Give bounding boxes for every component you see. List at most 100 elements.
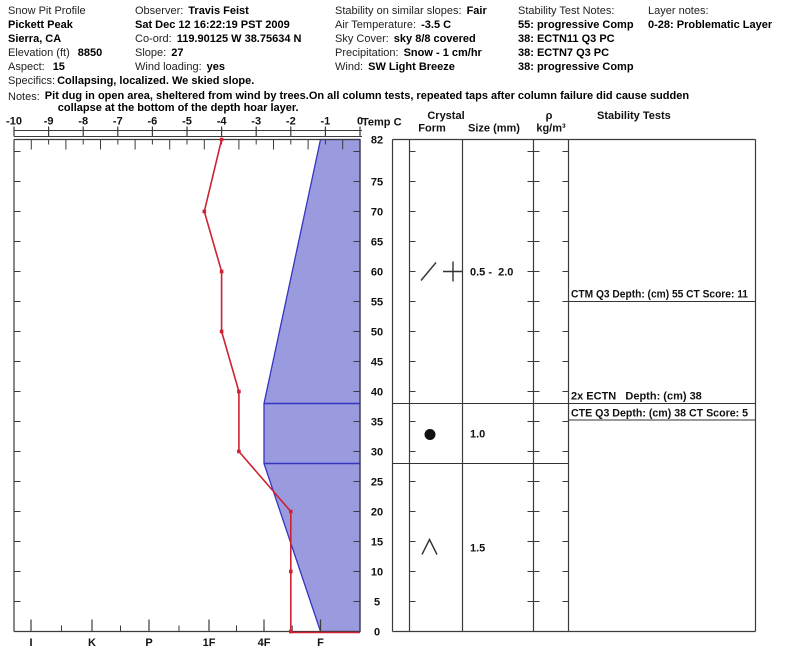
- datetime-value: Sat Dec 12 16:22:19 PST 2009: [135, 19, 290, 31]
- grain-size-label: 1.5: [470, 543, 485, 555]
- precipitation-line: Precipitation: Snow - 1 cm/hr: [335, 46, 487, 60]
- report-title: Snow Pit Profile: [8, 5, 86, 17]
- density-units-header: kg/m³: [536, 123, 566, 135]
- hardness-area: [263, 138, 361, 633]
- grain-symbol-depth-hoar: [421, 537, 438, 555]
- wind-loading-label: Wind loading:: [135, 61, 202, 73]
- stability-test-note-1: 55: progressive Comp: [518, 19, 634, 31]
- depth-label: 82: [371, 135, 383, 147]
- temp-axis-label: -10: [6, 116, 22, 128]
- temp-axis-label: -6: [148, 116, 158, 128]
- notes-text: Pit dug in open area, sheltered from win…: [44, 90, 690, 114]
- temp-axis-label: -7: [113, 116, 123, 128]
- depth-label: 75: [371, 177, 383, 189]
- temperature-point: [289, 509, 293, 514]
- stability-test-notes-title: Stability Test Notes:: [518, 4, 634, 18]
- wind-line: Wind: SW Light Breeze: [335, 60, 487, 74]
- hardness-label: F: [317, 637, 324, 649]
- stability-test-note-3: 38: ECTN7 Q3 PC: [518, 47, 610, 59]
- stability-test-note: 38: ECTN11 Q3 PC: [518, 32, 634, 46]
- stability-test-label: CTM Q3 Depth: (cm) 55 CT Score: 11: [571, 289, 748, 301]
- slope-value: 27: [171, 47, 184, 59]
- hardness-label: K: [88, 637, 96, 649]
- temp-axis-label: -8: [78, 116, 88, 128]
- stability-test-label: CTE Q3 Depth: (cm) 38 CT Score: 5: [571, 408, 748, 420]
- notes-text-line1: Pit dug in open area, sheltered from win…: [44, 90, 690, 102]
- temp-axis-label: 0: [357, 116, 363, 128]
- depth-label: 70: [371, 207, 383, 219]
- air-temp-label: Air Temperature:: [335, 19, 417, 31]
- stability-test-notes-title-text: Stability Test Notes:: [518, 5, 615, 17]
- hardness-label: 4F: [258, 637, 271, 649]
- depth-label: 10: [371, 567, 383, 579]
- hardness-label: I: [29, 637, 32, 649]
- aspect-label: Aspect:: [8, 61, 45, 73]
- depth-label: 50: [371, 327, 383, 339]
- stability-similar-line: Stability on similar slopes: Fair: [335, 4, 487, 18]
- observer-line: Observer: Travis Feist: [135, 4, 301, 18]
- depth-label: 40: [371, 387, 383, 399]
- depth-label: 30: [371, 447, 383, 459]
- stability-test-note: 55: progressive Comp: [518, 18, 634, 32]
- layer-notes-title: Layer notes:: [648, 4, 772, 18]
- layer-note-1: 0-28: Problematic Layer: [648, 19, 773, 31]
- notes-label: Notes:: [8, 91, 40, 103]
- temp-axis-label: -1: [321, 116, 331, 128]
- stability-test-note-4: 38: progressive Comp: [518, 61, 634, 73]
- report-title-line: Snow Pit Profile: [8, 4, 102, 18]
- depth-label: 20: [371, 507, 383, 519]
- coord-line: Co-ord: 119.90125 W 38.75634 N: [135, 32, 301, 46]
- site-name: Pickett Peak: [8, 19, 73, 31]
- depth-label: 35: [371, 417, 383, 429]
- depth-label: 45: [371, 357, 383, 369]
- depth-label: 60: [371, 267, 383, 279]
- air-temp-value: -3.5 C: [421, 19, 452, 31]
- site-column: Snow Pit Profile Pickett Peak Sierra, CA…: [8, 4, 102, 74]
- elevation-value: 8850: [77, 47, 103, 59]
- elevation-line: Elevation (ft) 8850: [8, 46, 102, 60]
- aspect-line: Aspect: 15: [8, 60, 102, 74]
- sky-cover-line: Sky Cover: sky 8/8 covered: [335, 32, 487, 46]
- temp-axis-label: -4: [217, 116, 228, 128]
- depth-label: 25: [371, 477, 383, 489]
- density-header: ρ: [546, 110, 553, 122]
- region-line: Sierra, CA: [8, 32, 102, 46]
- grain-size-label: 1.0: [470, 429, 485, 441]
- grain-symbol-rounded: [424, 429, 436, 440]
- hardness-label: 1F: [203, 637, 216, 649]
- observer-value: Travis Feist: [188, 5, 249, 17]
- datetime-line: Sat Dec 12 16:22:19 PST 2009: [135, 18, 301, 32]
- site-name-line: Pickett Peak: [8, 18, 102, 32]
- temperature-point: [237, 449, 241, 454]
- temp-axis-label: -5: [182, 116, 192, 128]
- specifics-value: Collapsing, localized. We skied slope.: [57, 75, 255, 87]
- temperature-point: [289, 629, 293, 634]
- observer-column: Observer: Travis Feist Sat Dec 12 16:22:1…: [135, 4, 301, 74]
- coord-value: 119.90125 W 38.75634 N: [176, 33, 302, 45]
- depth-label: 0: [374, 627, 380, 639]
- slope-line: Slope: 27: [135, 46, 301, 60]
- temperature-point: [289, 569, 293, 574]
- stability-test-label: 2x ECTN Depth: (cm) 38: [571, 391, 702, 403]
- hardness-label: P: [145, 637, 152, 649]
- layer-notes-column: Layer notes: 0-28: Problematic Layer: [648, 4, 772, 32]
- layer-note: 0-28: Problematic Layer: [648, 18, 772, 32]
- wind-loading-value: yes: [206, 61, 226, 73]
- grain-size-label: 0.5 - 2.0: [470, 267, 513, 279]
- depth-label: 55: [371, 297, 383, 309]
- stability-test-note: 38: ECTN7 Q3 PC: [518, 46, 634, 60]
- slope-label: Slope:: [135, 47, 167, 59]
- depth-label: 5: [374, 597, 380, 609]
- temp-axis-label: -3: [251, 116, 261, 128]
- region: Sierra, CA: [8, 33, 62, 45]
- stability-tests-header: Stability Tests: [597, 110, 671, 122]
- form-header: Form: [418, 123, 446, 135]
- temp-axis-label: -9: [44, 116, 54, 128]
- stability-test-notes-column: Stability Test Notes: 55: progressive Co…: [518, 4, 634, 74]
- wind-value: SW Light Breeze: [368, 61, 455, 73]
- specifics-line: Specifics: Collapsing, localized. We skie…: [8, 75, 254, 87]
- air-temp-line: Air Temperature: -3.5 C: [335, 18, 487, 32]
- temperature-point: [202, 209, 207, 214]
